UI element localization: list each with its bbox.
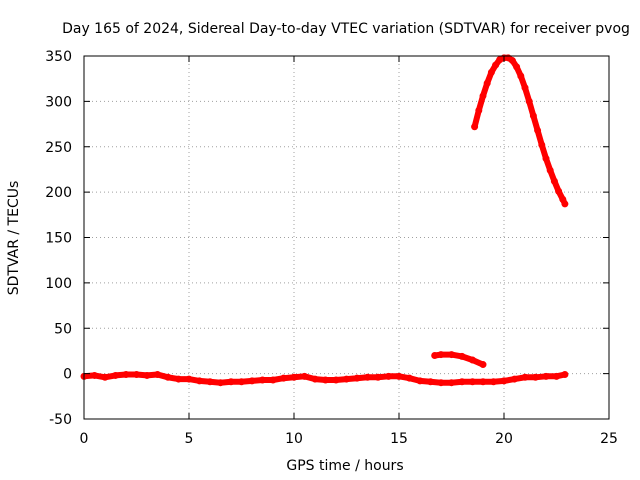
data-point	[542, 155, 550, 163]
data-point	[280, 374, 287, 382]
y-tick-label: 200	[45, 185, 72, 201]
x-tick-label: 20	[495, 431, 513, 447]
data-point	[385, 372, 392, 380]
data-point	[269, 376, 277, 384]
y-tick-label: 350	[45, 49, 72, 65]
x-axis-label: GPS time / hours	[286, 458, 403, 474]
data-point	[555, 187, 563, 195]
data-point	[542, 372, 550, 380]
data-point	[490, 378, 497, 386]
data-point	[143, 371, 151, 379]
data-point	[406, 374, 413, 382]
axis-ticks: 0 5 10 15 20 25 -50 0 50 100 150 200 250 300 350	[45, 49, 618, 447]
y-axis-label: SDTVAR / TECUs	[6, 181, 22, 296]
data-point	[479, 92, 487, 100]
data-point	[492, 61, 500, 69]
data-point	[508, 57, 516, 65]
data-point	[437, 351, 445, 359]
y-tick-label: 250	[45, 140, 72, 156]
data-point	[437, 379, 445, 387]
data-point	[458, 378, 466, 386]
data-point	[525, 97, 533, 105]
data-point	[521, 84, 529, 92]
data-point	[532, 373, 539, 381]
data-point	[534, 126, 542, 134]
y-tick-label: 300	[45, 94, 72, 110]
data-point	[517, 72, 525, 80]
x-tick-label: 25	[600, 431, 618, 447]
data-point	[259, 376, 266, 384]
y-tick-label: -50	[49, 412, 72, 428]
x-tick-label: 10	[285, 431, 303, 447]
data-point	[521, 373, 529, 381]
data-point	[546, 166, 554, 174]
data-point	[431, 351, 439, 359]
y-tick-label: 50	[54, 321, 72, 337]
data-point	[238, 378, 245, 386]
data-point	[364, 373, 371, 381]
data-point	[395, 372, 403, 380]
data-point	[217, 379, 224, 387]
data-point	[185, 375, 193, 383]
y-tick-label: 100	[45, 276, 72, 292]
data-point	[311, 375, 319, 383]
data-point	[500, 377, 508, 385]
data-point	[332, 376, 340, 384]
chart-title: Day 165 of 2024, Sidereal Day-to-day VTE…	[62, 21, 630, 37]
y-tick-label: 0	[63, 367, 72, 383]
data-point	[529, 112, 537, 120]
data-point	[248, 377, 256, 385]
data-point	[479, 361, 487, 369]
data-point	[101, 373, 109, 381]
data-point	[479, 378, 487, 386]
data-point	[416, 377, 424, 385]
data-point	[196, 377, 203, 385]
data-point	[538, 141, 546, 149]
data-point	[322, 376, 329, 384]
data-point	[448, 379, 455, 387]
data-point	[122, 371, 130, 379]
data-point	[458, 352, 466, 360]
data-point	[469, 356, 476, 364]
data-point	[227, 378, 235, 386]
data-point	[164, 373, 172, 381]
data-point	[112, 371, 119, 379]
data-point	[513, 63, 521, 71]
data-point	[154, 371, 161, 379]
x-tick-label: 15	[390, 431, 408, 447]
x-tick-label: 5	[185, 431, 194, 447]
data-point	[475, 106, 483, 114]
data-series-layer	[80, 54, 569, 387]
data-point	[483, 79, 491, 87]
data-point	[550, 177, 558, 185]
data-point	[301, 372, 308, 380]
x-tick-label: 0	[80, 431, 89, 447]
data-point	[448, 351, 455, 359]
data-point	[487, 68, 495, 76]
data-point	[553, 372, 560, 380]
data-point	[561, 371, 569, 379]
data-point	[469, 378, 476, 386]
data-point	[206, 378, 214, 386]
data-point	[175, 375, 182, 383]
data-point	[471, 123, 479, 131]
data-point	[561, 200, 569, 208]
data-point	[427, 378, 434, 386]
data-point	[374, 373, 382, 381]
y-tick-label: 150	[45, 231, 72, 247]
grid-lines	[84, 56, 609, 419]
data-point	[133, 371, 140, 379]
data-point	[290, 373, 298, 381]
data-point	[343, 375, 350, 383]
data-point	[91, 371, 98, 379]
data-point	[353, 374, 361, 382]
data-point	[511, 375, 518, 383]
